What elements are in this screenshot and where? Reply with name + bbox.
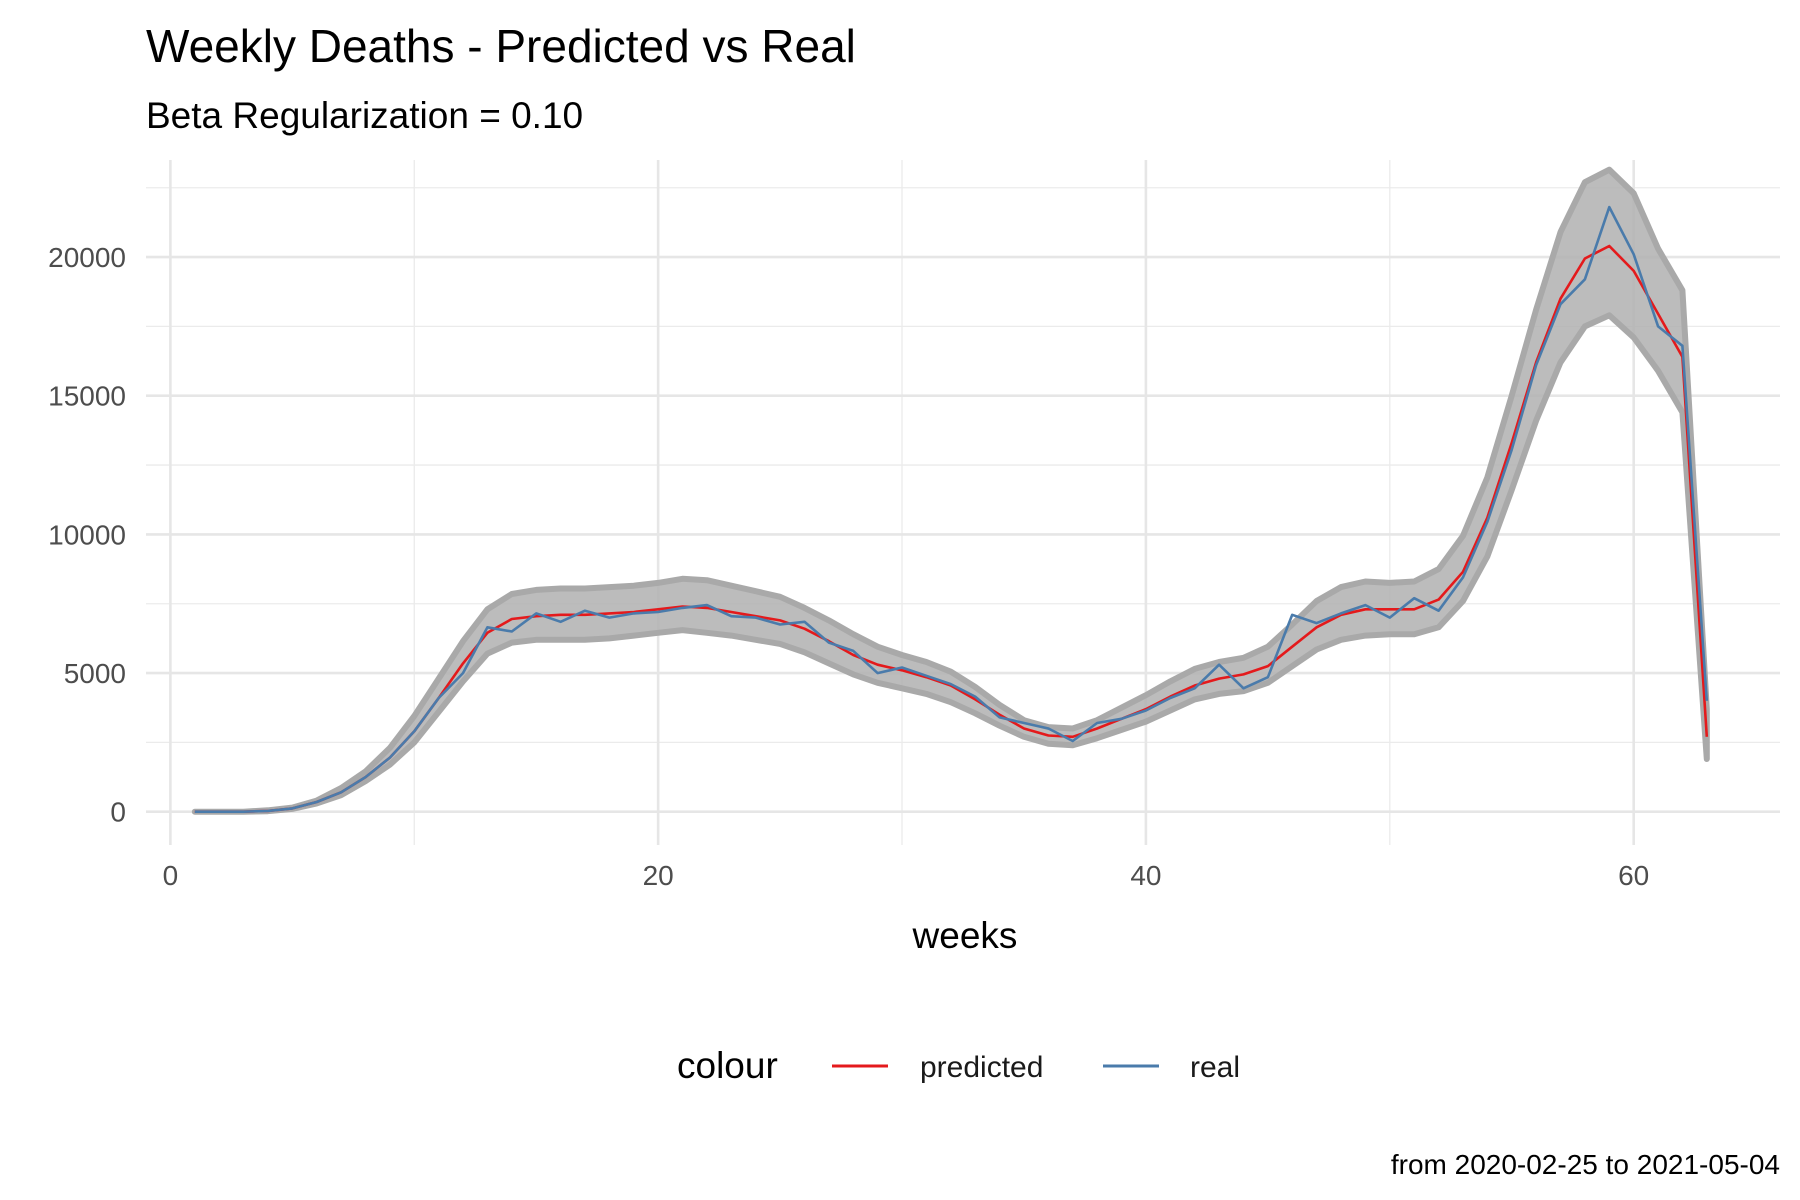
legend-title: colour [677,1045,778,1086]
x-tick-label: 60 [1618,860,1649,891]
x-axis-title: weeks [912,915,1018,956]
y-tick-label: 10000 [48,519,126,550]
x-axis-tick-labels: 0 20 40 60 [163,860,1650,891]
series-line-real [194,205,1709,814]
y-tick-label: 5000 [64,658,126,689]
grid-minor [146,160,1780,845]
y-axis-tick-labels: 0 5000 10000 15000 20000 [48,242,126,828]
x-tick-label: 40 [1130,860,1161,891]
series-layer [194,205,1709,814]
chart-subtitle: Beta Regularization = 0.10 [146,95,583,136]
y-tick-label: 15000 [48,381,126,412]
y-tick-label: 0 [110,797,126,828]
chart-caption: from 2020-02-25 to 2021-05-04 [1391,1149,1780,1180]
legend-label-predicted: predicted [920,1051,1043,1084]
chart-title: Weekly Deaths - Predicted vs Real [146,20,856,72]
legend-label-real: real [1190,1051,1240,1084]
x-tick-label: 0 [163,860,179,891]
confidence-band-layer [191,166,1710,815]
confidence-band [191,166,1710,815]
x-tick-label: 20 [643,860,674,891]
legend: colour predicted real [677,1045,1240,1086]
y-tick-label: 20000 [48,242,126,273]
